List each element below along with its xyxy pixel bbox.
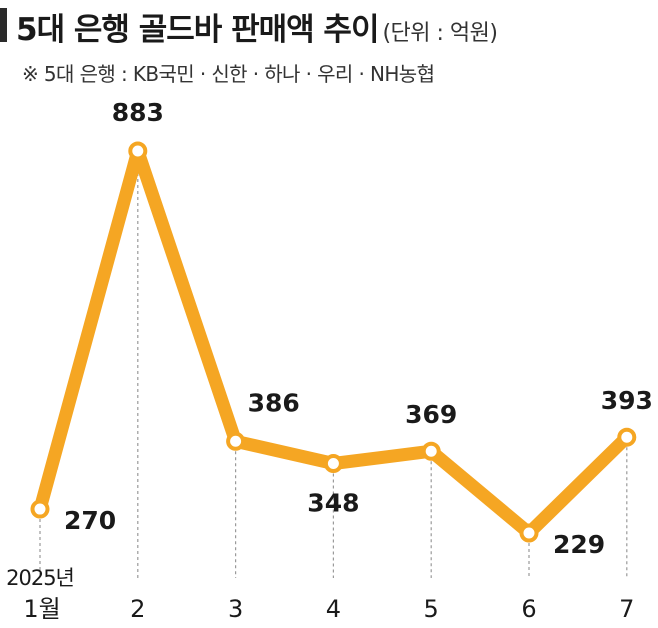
data-point	[323, 453, 343, 473]
x-tick-label: 2	[130, 595, 145, 623]
data-point	[519, 523, 539, 543]
data-point	[30, 499, 50, 519]
x-tick-label: 5	[424, 595, 439, 623]
chart-subtitle: ※ 5대 은행 : KB국민 · 신한 · 하나 · 우리 · NH농협	[22, 62, 435, 86]
x-tick-label: 7	[619, 595, 634, 623]
value-label: 348	[307, 488, 359, 517]
value-label: 369	[405, 400, 457, 429]
data-point	[617, 427, 637, 447]
unit-label: (단위 : 억원)	[382, 21, 498, 46]
chart-title-block: 5대 은행 골드바 판매액 추이 (단위 : 억원)	[16, 4, 498, 49]
x-tick-label: 6	[521, 595, 536, 623]
data-point	[421, 441, 441, 461]
value-label: 883	[112, 98, 164, 127]
value-label: 229	[553, 530, 605, 559]
data-point	[128, 141, 148, 161]
value-label: 393	[601, 386, 653, 415]
x-tick-label: 4	[326, 595, 341, 623]
chart-title: 5대 은행 골드바 판매액 추이	[16, 12, 379, 48]
title-accent-bar	[0, 8, 7, 42]
value-label: 270	[64, 506, 116, 535]
x-tick-label: 3	[228, 595, 243, 623]
data-point	[226, 431, 246, 451]
year-label: 2025년	[6, 566, 74, 590]
value-label: 386	[248, 388, 300, 417]
x-tick-label: 1월	[23, 595, 60, 623]
